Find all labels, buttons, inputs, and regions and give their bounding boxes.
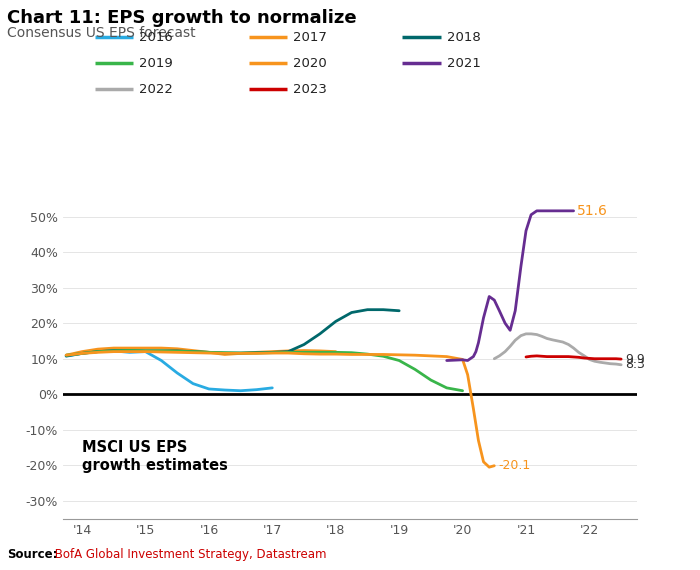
Text: 2019: 2019 [139, 57, 172, 70]
Text: 2021: 2021 [447, 57, 480, 70]
Text: MSCI US EPS
growth estimates: MSCI US EPS growth estimates [82, 440, 228, 473]
Text: 51.6: 51.6 [577, 204, 608, 218]
Text: 2023: 2023 [293, 83, 326, 96]
Text: 2020: 2020 [293, 57, 326, 70]
Text: 2018: 2018 [447, 31, 480, 43]
Text: 2016: 2016 [139, 31, 172, 43]
Text: Source:: Source: [7, 548, 57, 561]
Text: Chart 11: EPS growth to normalize: Chart 11: EPS growth to normalize [7, 9, 356, 27]
Text: 8.3: 8.3 [625, 359, 645, 371]
Text: 2017: 2017 [293, 31, 326, 43]
Text: -20.1: -20.1 [498, 459, 531, 472]
Text: 2022: 2022 [139, 83, 172, 96]
Text: 9.9: 9.9 [625, 353, 645, 365]
Text: BofA Global Investment Strategy, Datastream: BofA Global Investment Strategy, Datastr… [51, 548, 327, 561]
Text: Consensus US EPS forecast: Consensus US EPS forecast [7, 26, 195, 40]
